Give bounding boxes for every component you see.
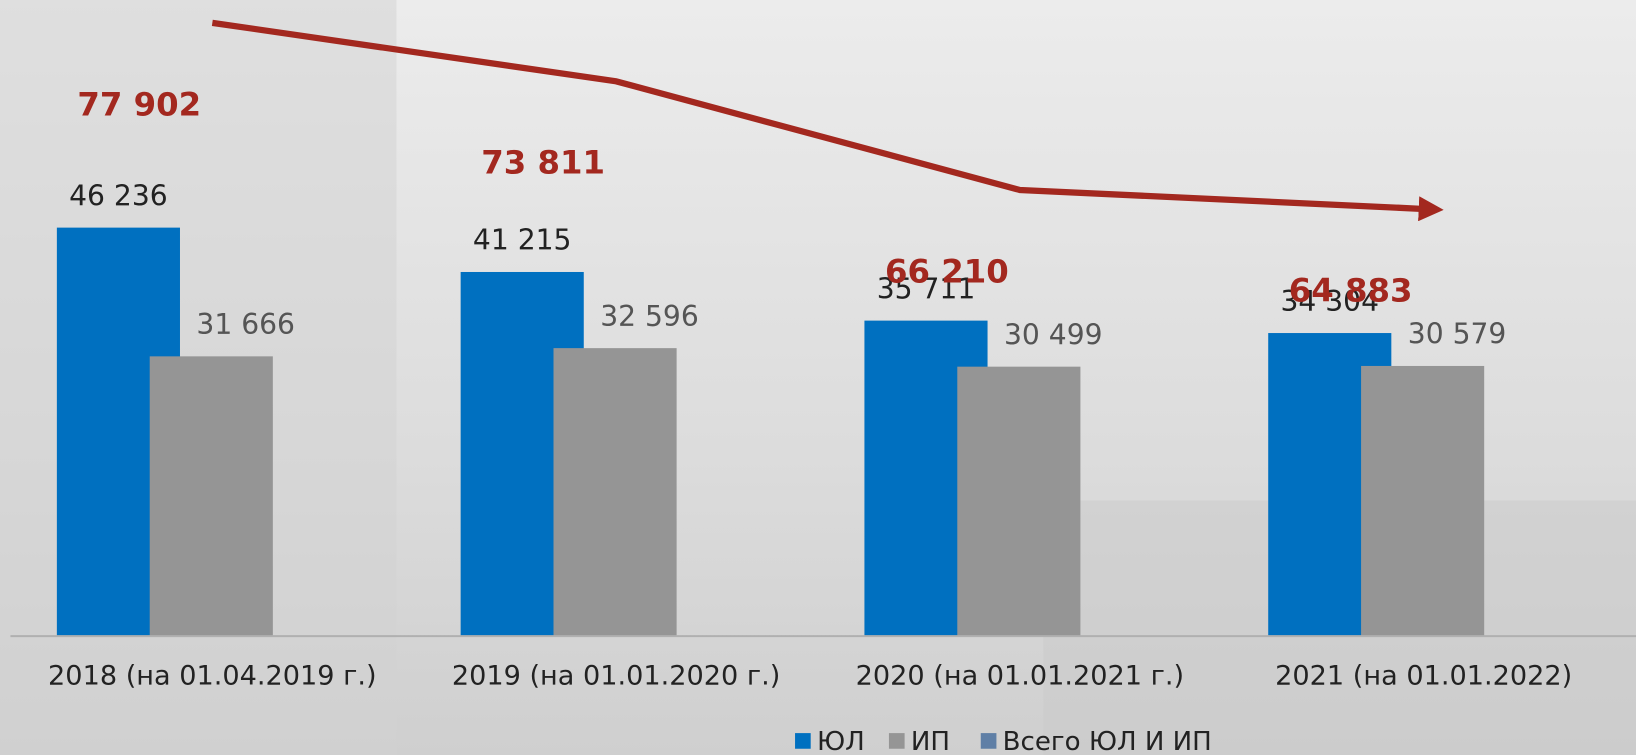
bar bbox=[149, 356, 273, 637]
data-label: 30 499 bbox=[1004, 318, 1103, 351]
x-tick-label: 2021 (на 01.01.2022) bbox=[1275, 660, 1572, 691]
legend-label: ЮЛ bbox=[817, 727, 865, 755]
x-tick-label: 2020 (на 01.01.2021 г.) bbox=[856, 660, 1185, 691]
trend-line bbox=[211, 19, 1444, 222]
data-label: 31 666 bbox=[196, 308, 295, 341]
legend-swatch bbox=[980, 733, 997, 749]
x-tick-label: 2018 (на 01.04.2019 г.) bbox=[48, 660, 377, 691]
data-label: 35 711 bbox=[877, 272, 976, 305]
legend: ЮЛ ИП Всего ЮЛ И ИП bbox=[795, 727, 1212, 755]
total-label: 66 210 bbox=[885, 252, 1009, 290]
data-label: 34 304 bbox=[1280, 285, 1379, 318]
legend-swatch bbox=[795, 733, 811, 749]
data-label: 46 236 bbox=[69, 179, 168, 212]
bar bbox=[957, 366, 1081, 637]
legend-swatch bbox=[888, 733, 905, 749]
data-label: 41 215 bbox=[473, 224, 572, 257]
data-label: 30 579 bbox=[1408, 318, 1507, 351]
total-label: 77 902 bbox=[77, 85, 201, 123]
total-label: 73 811 bbox=[481, 144, 605, 182]
bar bbox=[553, 348, 677, 637]
data-label: 32 596 bbox=[600, 300, 699, 333]
legend-label: ИП bbox=[911, 727, 950, 755]
bar bbox=[1361, 365, 1485, 637]
x-tick-label: 2019 (на 01.01.2020 г.) bbox=[452, 660, 781, 691]
legend-label: Всего ЮЛ И ИП bbox=[1003, 727, 1212, 755]
total-label: 64 883 bbox=[1289, 271, 1413, 309]
